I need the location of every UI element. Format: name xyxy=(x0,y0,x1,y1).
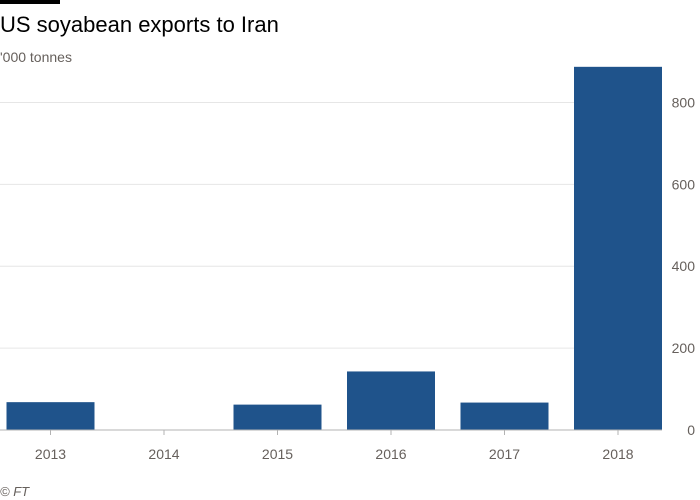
bar-2016 xyxy=(347,371,435,430)
x-tick-label-2015: 2015 xyxy=(262,446,293,462)
x-tick-label-2018: 2018 xyxy=(602,446,633,462)
bars xyxy=(6,66,662,430)
y-tick-label-600: 600 xyxy=(672,176,696,192)
bar-2013 xyxy=(6,402,95,430)
chart-subtitle: '000 tonnes xyxy=(0,49,72,65)
source-credit: © FT xyxy=(0,484,30,499)
gridlines xyxy=(0,101,662,349)
bar-2015 xyxy=(233,404,322,430)
bar-2017 xyxy=(460,402,549,430)
y-tick-label-200: 200 xyxy=(672,340,696,356)
x-tick-label-2016: 2016 xyxy=(375,446,406,462)
bar-2018 xyxy=(574,66,662,430)
x-tick-label-2014: 2014 xyxy=(148,446,179,462)
y-tick-label-800: 800 xyxy=(672,94,696,110)
y-axis-tick-labels: 0 200 400 600 800 xyxy=(672,94,696,438)
chart-title: US soyabean exports to Iran xyxy=(0,12,279,37)
x-tick-label-2013: 2013 xyxy=(35,446,66,462)
x-axis xyxy=(0,429,662,435)
x-axis-tick-labels: 2013 2014 2015 2016 2017 2018 xyxy=(35,446,634,462)
y-tick-label-400: 400 xyxy=(672,258,696,274)
brand-bar xyxy=(0,0,60,4)
y-tick-label-0: 0 xyxy=(687,422,695,438)
x-tick-label-2017: 2017 xyxy=(489,446,520,462)
